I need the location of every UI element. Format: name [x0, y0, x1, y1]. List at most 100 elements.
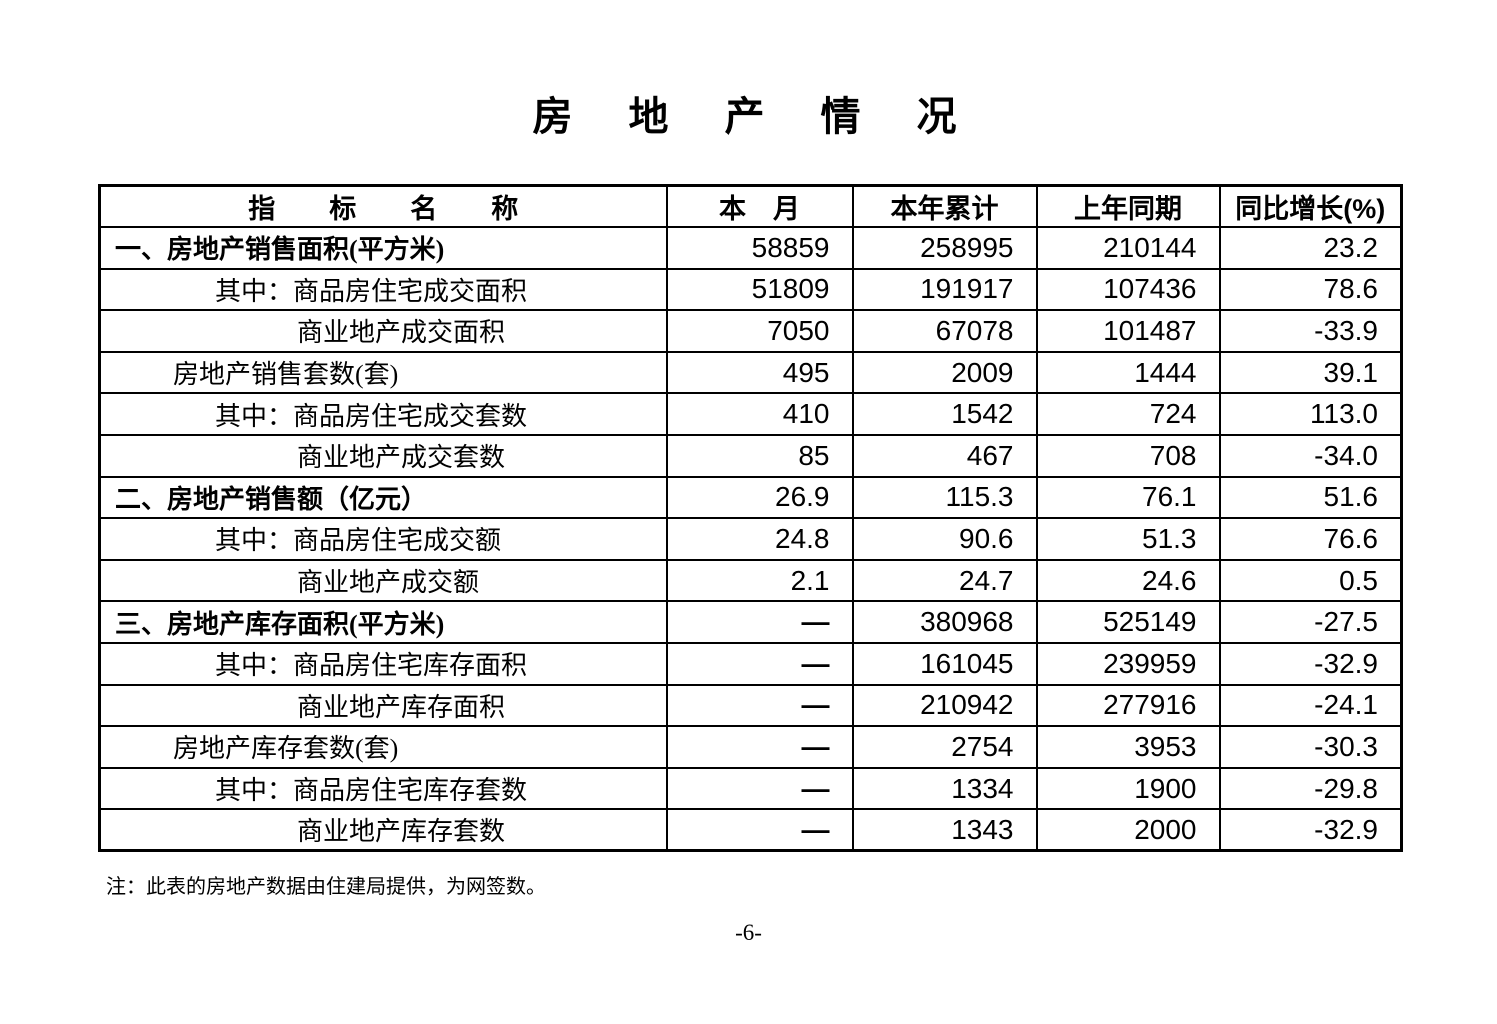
value-cell: 7050 — [665, 309, 854, 353]
table-header-row: 指 标 名 称 本 月 本年累计 上年同期 同比增长(%) — [98, 184, 1403, 228]
table-row: 其中：商品房住宅库存面积 —161045 239959 -32.9 — [98, 641, 1403, 686]
value-cell: 2754 — [851, 725, 1038, 769]
table-row: 商业地产库存面积 —210942 277916 -24.1 — [98, 683, 1403, 728]
indicator-label: 其中：商品房住宅成交套数 — [98, 392, 668, 436]
value-cell: 495 — [665, 350, 854, 395]
value-cell: 90.6 — [851, 517, 1038, 561]
value-cell: 85 — [665, 433, 854, 478]
col-header-year-to-date: 本年累计 — [851, 184, 1038, 228]
indicator-label: 其中：商品房住宅成交额 — [98, 517, 668, 561]
indicator-label: 房地产销售套数(套) — [98, 350, 668, 395]
value-cell: 724 — [1035, 392, 1221, 436]
table-row: 二、房地产销售额（亿元） 26.9 115.3 76.1 51.6 — [98, 475, 1403, 520]
indicator-label: 其中：商品房住宅成交面积 — [98, 267, 668, 312]
value-cell: 76.6 — [1218, 517, 1403, 561]
table-row: 其中：商品房住宅成交额 24.8 90.6 51.3 76.6 — [98, 517, 1403, 561]
value-cell: 101487 — [1035, 309, 1221, 353]
table-row: 商业地产成交面积 7050 67078 101487 -33.9 — [98, 309, 1403, 353]
indicator-label: 商业地产库存套数 — [98, 808, 668, 852]
indicator-label: 商业地产库存面积 — [98, 683, 668, 728]
value-cell: 277916 — [1035, 683, 1221, 728]
value-cell: 76.1 — [1035, 475, 1221, 520]
indicator-label: 其中：商品房住宅库存面积 — [98, 641, 668, 686]
value-cell: — — [665, 683, 854, 728]
value-cell: 1542 — [851, 392, 1038, 436]
value-cell: 107436 — [1035, 267, 1221, 312]
indicator-label: 二、房地产销售额（亿元） — [98, 475, 668, 520]
value-cell: 191917 — [851, 267, 1038, 312]
value-cell: 1334 — [851, 766, 1038, 811]
value-cell: 2000 — [1035, 808, 1221, 852]
table-row: 其中：商品房住宅成交面积 51809 191917 107436 78.6 — [98, 267, 1403, 312]
table-row: 房地产库存套数(套) —2754 3953 -30.3 — [98, 725, 1403, 769]
value-cell: -29.8 — [1218, 766, 1403, 811]
indicator-label: 其中：商品房住宅库存套数 — [98, 766, 668, 811]
value-cell: 58859 — [665, 226, 854, 270]
value-cell: 24.8 — [665, 517, 854, 561]
indicator-label: 三、房地产库存面积(平方米) — [98, 600, 668, 644]
value-cell: 78.6 — [1218, 267, 1403, 312]
indicator-label: 商业地产成交套数 — [98, 433, 668, 478]
value-cell: — — [665, 808, 854, 852]
value-cell: 1444 — [1035, 350, 1221, 395]
value-cell: 51.6 — [1218, 475, 1403, 520]
table-row: 其中：商品房住宅库存套数 —1334 1900 -29.8 — [98, 766, 1403, 811]
table-row: 商业地产库存套数 —1343 2000 -32.9 — [98, 808, 1403, 852]
value-cell: 0.5 — [1218, 558, 1403, 603]
value-cell: -24.1 — [1218, 683, 1403, 728]
value-cell: 113.0 — [1218, 392, 1403, 436]
col-header-same-period-last-year: 上年同期 — [1035, 184, 1221, 228]
value-cell: 239959 — [1035, 641, 1221, 686]
table-body: 一、房地产销售面积(平方米) 58859 258995 210144 23.2 其中：商品… — [98, 226, 1403, 852]
page-title: 房 地 产 情 况 — [532, 95, 965, 139]
table-row: 其中：商品房住宅成交套数 410 1542 724 113.0 — [98, 392, 1403, 436]
value-cell: -33.9 — [1218, 309, 1403, 353]
col-header-this-month: 本 月 — [665, 184, 854, 228]
value-cell: 210942 — [851, 683, 1038, 728]
table-row: 商业地产成交额 2.1 24.7 24.6 0.5 — [98, 558, 1403, 603]
value-cell: 2009 — [851, 350, 1038, 395]
page-number: -6- — [735, 920, 762, 945]
value-cell: — — [665, 600, 854, 644]
value-cell: 161045 — [851, 641, 1038, 686]
indicator-label: 一、房地产销售面积(平方米) — [98, 226, 668, 270]
col-header-yoy-growth: 同比增长(%) — [1218, 184, 1403, 228]
indicator-label: 商业地产成交额 — [98, 558, 668, 603]
value-cell: 39.1 — [1218, 350, 1403, 395]
value-cell: 51.3 — [1035, 517, 1221, 561]
value-cell: 51809 — [665, 267, 854, 312]
value-cell: -30.3 — [1218, 725, 1403, 769]
value-cell: 467 — [851, 433, 1038, 478]
value-cell: 26.9 — [665, 475, 854, 520]
value-cell: 24.7 — [851, 558, 1038, 603]
value-cell: 23.2 — [1218, 226, 1403, 270]
value-cell: 380968 — [851, 600, 1038, 644]
value-cell: 67078 — [851, 309, 1038, 353]
value-cell: 2.1 — [665, 558, 854, 603]
value-cell: -32.9 — [1218, 641, 1403, 686]
indicator-label: 房地产库存套数(套) — [98, 725, 668, 769]
indicator-label: 商业地产成交面积 — [98, 309, 668, 353]
value-cell: — — [665, 766, 854, 811]
col-header-indicator-name: 指 标 名 称 — [98, 184, 668, 228]
table-row: 三、房地产库存面积(平方米) —380968 525149 -27.5 — [98, 600, 1403, 644]
value-cell: — — [665, 725, 854, 769]
table-row: 商业地产成交套数 85 467 708 -34.0 — [98, 433, 1403, 478]
table-row: 一、房地产销售面积(平方米) 58859 258995 210144 23.2 — [98, 226, 1403, 270]
value-cell: 525149 — [1035, 600, 1221, 644]
value-cell: 708 — [1035, 433, 1221, 478]
value-cell: — — [665, 641, 854, 686]
value-cell: 410 — [665, 392, 854, 436]
value-cell: 24.6 — [1035, 558, 1221, 603]
value-cell: 1343 — [851, 808, 1038, 852]
value-cell: 210144 — [1035, 226, 1221, 270]
table-row: 房地产销售套数(套) 495 2009 1444 39.1 — [98, 350, 1403, 395]
value-cell: 258995 — [851, 226, 1038, 270]
value-cell: -32.9 — [1218, 808, 1403, 852]
value-cell: 3953 — [1035, 725, 1221, 769]
value-cell: -34.0 — [1218, 433, 1403, 478]
value-cell: 1900 — [1035, 766, 1221, 811]
value-cell: 115.3 — [851, 475, 1038, 520]
footnote: 注：此表的房地产数据由住建局提供，为网签数。 — [106, 876, 546, 898]
